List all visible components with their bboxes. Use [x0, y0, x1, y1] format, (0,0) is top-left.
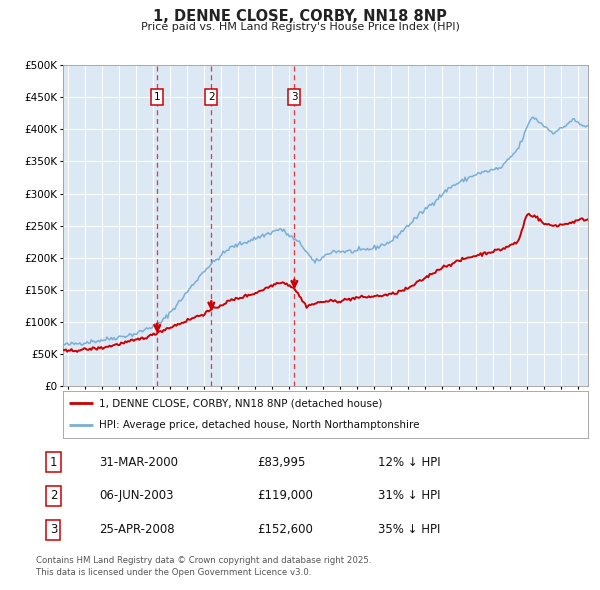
Text: 1: 1 [50, 455, 58, 468]
Text: £119,000: £119,000 [257, 490, 313, 503]
Text: 31-MAR-2000: 31-MAR-2000 [100, 455, 178, 468]
Text: 06-JUN-2003: 06-JUN-2003 [100, 490, 174, 503]
Text: 35% ↓ HPI: 35% ↓ HPI [378, 523, 440, 536]
Text: £83,995: £83,995 [257, 455, 305, 468]
Text: 3: 3 [50, 523, 57, 536]
Text: £152,600: £152,600 [257, 523, 313, 536]
Text: HPI: Average price, detached house, North Northamptonshire: HPI: Average price, detached house, Nort… [98, 420, 419, 430]
Text: 2: 2 [50, 490, 58, 503]
Text: 2: 2 [208, 92, 215, 102]
Text: 31% ↓ HPI: 31% ↓ HPI [378, 490, 441, 503]
Text: Price paid vs. HM Land Registry's House Price Index (HPI): Price paid vs. HM Land Registry's House … [140, 22, 460, 32]
Text: 1: 1 [154, 92, 161, 102]
Text: 25-APR-2008: 25-APR-2008 [100, 523, 175, 536]
Text: Contains HM Land Registry data © Crown copyright and database right 2025.
This d: Contains HM Land Registry data © Crown c… [36, 556, 371, 576]
Text: 1, DENNE CLOSE, CORBY, NN18 8NP (detached house): 1, DENNE CLOSE, CORBY, NN18 8NP (detache… [98, 398, 382, 408]
Text: 12% ↓ HPI: 12% ↓ HPI [378, 455, 441, 468]
Text: 3: 3 [291, 92, 298, 102]
Text: 1, DENNE CLOSE, CORBY, NN18 8NP: 1, DENNE CLOSE, CORBY, NN18 8NP [153, 9, 447, 24]
